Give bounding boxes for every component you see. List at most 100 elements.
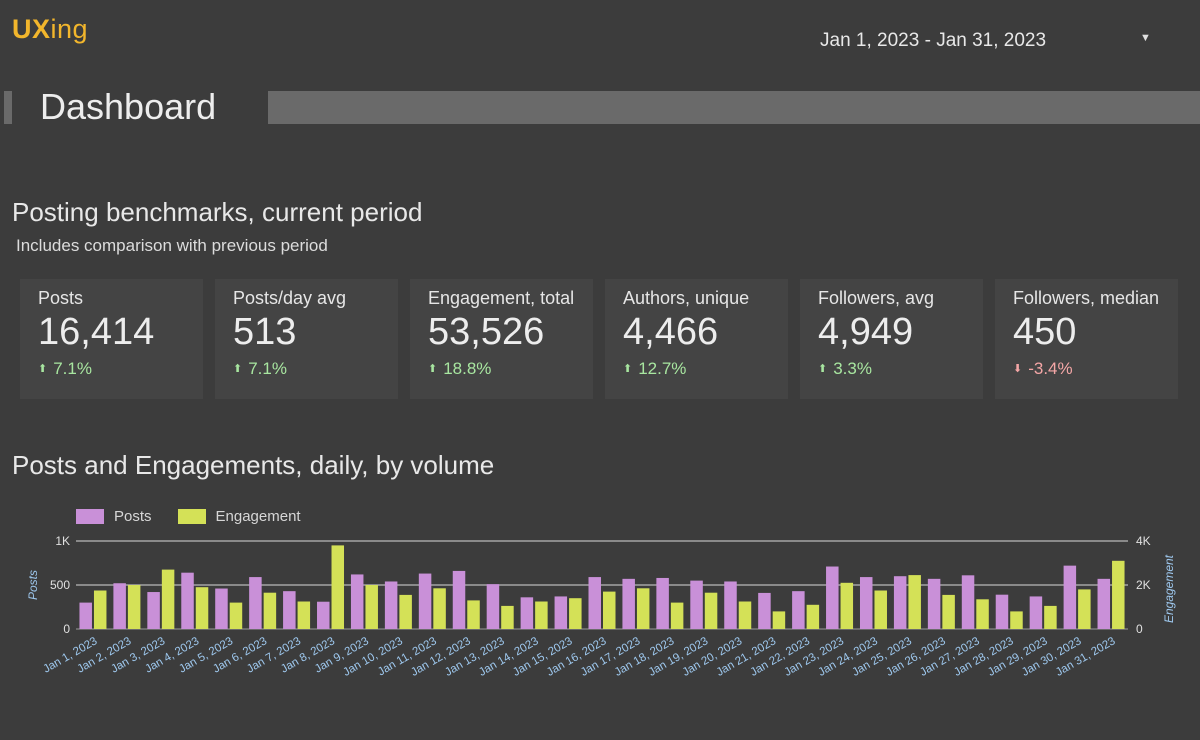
y2-axis-title: Engagement (1162, 554, 1176, 623)
bar-posts (452, 570, 466, 629)
kpi-value: 53,526 (428, 311, 545, 353)
brand-logo: UXing (12, 14, 89, 44)
kpi-delta: ⬆ 18.8% (428, 359, 492, 378)
bar-posts (1097, 578, 1111, 629)
bar-engagement (908, 575, 921, 629)
bar-posts (826, 566, 839, 629)
bar-posts (384, 581, 398, 629)
kpi-cards: Posts 16,414 ⬆ 7.1% Posts/day avg 513 ⬆ 7.… (20, 279, 1178, 399)
bar-engagement (195, 587, 209, 629)
kpi-delta: ⬆ 12.7% (623, 359, 687, 378)
bar-posts (927, 578, 941, 629)
bar-engagement (1078, 589, 1091, 629)
kpi-delta: ⬆ 7.1% (233, 359, 287, 378)
bar-engagement (1044, 605, 1057, 629)
bar-posts (215, 588, 228, 629)
bar-posts (486, 584, 500, 629)
y2-tick-label: 4K (1136, 534, 1151, 548)
bar-engagement (569, 598, 582, 629)
dropdown-triangle-icon[interactable]: ▼ (1140, 32, 1151, 44)
bar-posts (283, 591, 296, 629)
bar-engagement (229, 602, 243, 629)
legend-swatch-engagement (177, 509, 206, 524)
bar-posts (249, 577, 262, 629)
arrow-up-icon: ⬆ (623, 363, 633, 375)
bar-posts (418, 573, 432, 629)
bar-engagement (874, 590, 887, 629)
date-range-picker[interactable]: Jan 1, 2023 - Jan 31, 2023 (820, 30, 1047, 51)
bar-posts (995, 594, 1009, 629)
kpi-label: Posts/day avg (233, 288, 347, 308)
title-accent-bar (4, 91, 12, 124)
arrow-up-icon: ⬆ (818, 363, 828, 375)
bar-engagement (1112, 560, 1125, 629)
bar-posts (656, 577, 669, 629)
kpi-card-authors: Authors, unique 4,466 ⬆ 12.7% (605, 279, 788, 399)
bar-engagement (704, 592, 718, 629)
legend-swatch-posts (76, 509, 104, 524)
kpi-delta: ⬆ 7.1% (38, 359, 92, 378)
bar-engagement (467, 600, 480, 629)
kpi-card-posts: Posts 16,414 ⬆ 7.1% (20, 279, 203, 399)
kpi-label: Engagement, total (428, 288, 575, 308)
arrow-up-icon: ⬆ (233, 363, 243, 375)
legend-item-posts[interactable]: Posts (76, 508, 152, 525)
bar-posts (147, 592, 160, 629)
bar-engagement (636, 588, 650, 629)
y-axis-title: Posts (26, 570, 40, 600)
bar-posts (554, 596, 568, 629)
bar-posts (1029, 596, 1043, 629)
kpi-value: 450 (1013, 311, 1077, 353)
bar-engagement (399, 594, 412, 629)
kpi-label: Posts (38, 288, 84, 308)
y2-tick-label: 0 (1136, 622, 1143, 636)
y-tick-label: 1K (55, 534, 70, 548)
title-divider-bar (268, 91, 1200, 124)
legend-label: Posts (114, 508, 152, 525)
bar-posts (724, 581, 737, 629)
bar-engagement (161, 569, 175, 629)
kpi-value: 513 (233, 311, 297, 353)
kpi-card-engagement: Engagement, total 53,526 ⬆ 18.8% (410, 279, 593, 399)
bar-engagement (670, 602, 684, 629)
bar-engagement (738, 601, 752, 629)
legend-item-engagement[interactable]: Engagement (177, 508, 301, 525)
bar-posts (690, 580, 703, 629)
kpi-label: Followers, median (1013, 288, 1160, 308)
legend-label: Engagement (215, 508, 301, 525)
arrow-up-icon: ⬆ (38, 363, 48, 375)
kpi-card-posts-per-day: Posts/day avg 513 ⬆ 7.1% (215, 279, 398, 399)
kpi-label: Authors, unique (623, 288, 750, 308)
bar-posts (350, 574, 364, 629)
bar-engagement (331, 545, 345, 629)
kpi-label: Followers, avg (818, 288, 935, 308)
bar-posts (181, 572, 194, 629)
bar-engagement (976, 599, 989, 629)
kpi-value: 16,414 (38, 311, 155, 353)
bar-posts (1063, 565, 1077, 629)
bar-engagement (501, 605, 514, 629)
bar-engagement (942, 594, 955, 629)
bar-engagement (772, 611, 786, 629)
bar-engagement (433, 588, 446, 629)
bar-posts (622, 578, 635, 629)
kpi-value: 4,949 (818, 311, 914, 353)
bar-engagement (535, 601, 548, 629)
bar-engagement (365, 585, 378, 629)
kpi-value: 4,466 (623, 311, 719, 353)
kpi-delta: ⬇ -3.4% (1013, 359, 1073, 378)
bar-posts (588, 577, 601, 629)
bar-posts (758, 592, 771, 629)
bar-posts (961, 575, 975, 629)
benchmarks-subtitle: Includes comparison with previous period (16, 236, 328, 255)
page-title: Dashboard (40, 86, 217, 127)
kpi-card-followers-avg: Followers, avg 4,949 ⬆ 3.3% (800, 279, 983, 399)
kpi-card-followers-median: Followers, median 450 ⬇ -3.4% (995, 279, 1178, 399)
bar-engagement (297, 601, 311, 629)
bar-posts (792, 591, 805, 629)
chart-title: Posts and Engagements, daily, by volume (12, 450, 495, 480)
y2-tick-label: 2K (1136, 578, 1151, 592)
bar-engagement (603, 591, 616, 629)
arrow-up-icon: ⬆ (428, 363, 438, 375)
